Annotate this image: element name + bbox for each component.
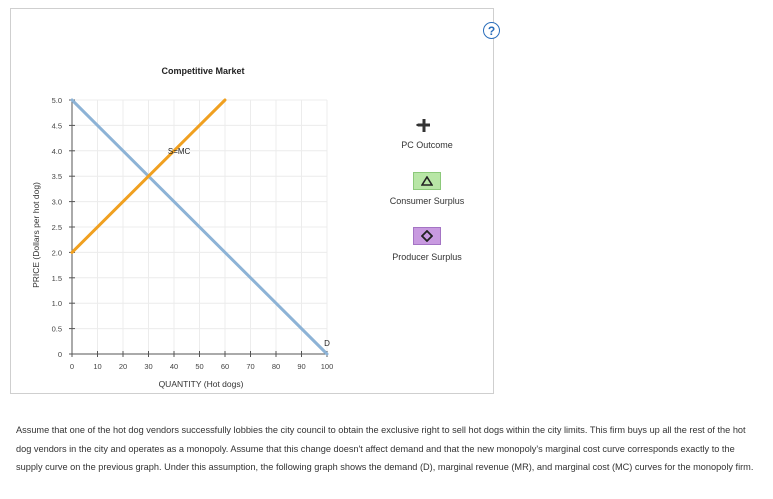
pc-outcome-label: PC Outcome: [401, 140, 453, 150]
question-text: Assume that one of the hot dog vendors s…: [16, 425, 754, 472]
y-tick-label: 3.5: [52, 172, 62, 181]
x-tick-label: 100: [321, 362, 334, 371]
x-tick-label: 0: [70, 362, 74, 371]
y-tick-label: 2.0: [52, 248, 62, 257]
y-tick-label: 1.0: [52, 299, 62, 308]
y-tick-label: 5.0: [52, 96, 62, 105]
series-line-d[interactable]: [70, 98, 329, 356]
grid: [72, 99, 328, 354]
y-tick-label: 4.5: [52, 121, 62, 130]
y-tick-label: 2.5: [52, 223, 62, 232]
y-tick-label: 3.0: [52, 198, 62, 207]
y-tick-label: 0: [58, 350, 62, 359]
chart-title: Competitive Market: [161, 66, 244, 76]
x-tick-label: 30: [144, 362, 152, 371]
producer-surplus-label: Producer Surplus: [392, 252, 462, 262]
y-tick-label: 4.0: [52, 147, 62, 156]
y-axis-label: PRICE (Dollars per hot dog): [31, 182, 41, 288]
x-tick-label: 40: [170, 362, 178, 371]
diamond-icon: [421, 230, 433, 242]
series[interactable]: [70, 98, 329, 356]
consumer-surplus-tool[interactable]: [413, 172, 441, 190]
supply-label: S=MC: [168, 147, 191, 156]
y-tick-label: 1.5: [52, 274, 62, 283]
consumer-surplus-label: Consumer Surplus: [389, 196, 465, 206]
x-tick-label: 80: [272, 362, 280, 371]
graph-panel: Competitive Market 0 0.5 1.0 1.5 2.0 2.5 3.0 3.…: [10, 8, 500, 395]
x-tick-label: 50: [195, 362, 203, 371]
pc-outcome-tool[interactable]: [415, 117, 435, 137]
series-line-s-mc[interactable]: [70, 98, 227, 254]
chart[interactable]: Competitive Market 0 0.5 1.0 1.5 2.0 2.5 3.0 3.…: [11, 9, 495, 395]
x-tick-label: 10: [93, 362, 101, 371]
x-axis-label: QUANTITY (Hot dogs): [159, 379, 244, 389]
x-tick-label: 60: [221, 362, 229, 371]
triangle-icon: [421, 176, 433, 186]
producer-surplus-tool[interactable]: [413, 227, 441, 245]
x-tick-label: 20: [119, 362, 127, 371]
y-tick-label: 0.5: [52, 325, 62, 334]
demand-label: D: [324, 339, 330, 348]
x-tick-label: 70: [246, 362, 254, 371]
help-button[interactable]: ?: [483, 22, 500, 39]
axes: [69, 99, 328, 357]
tick-labels: 0 0.5 1.0 1.5 2.0 2.5 3.0 3.5 4.0 4.5 5.0 0 10 20 30 40…: [52, 96, 334, 371]
x-tick-label: 90: [297, 362, 305, 371]
